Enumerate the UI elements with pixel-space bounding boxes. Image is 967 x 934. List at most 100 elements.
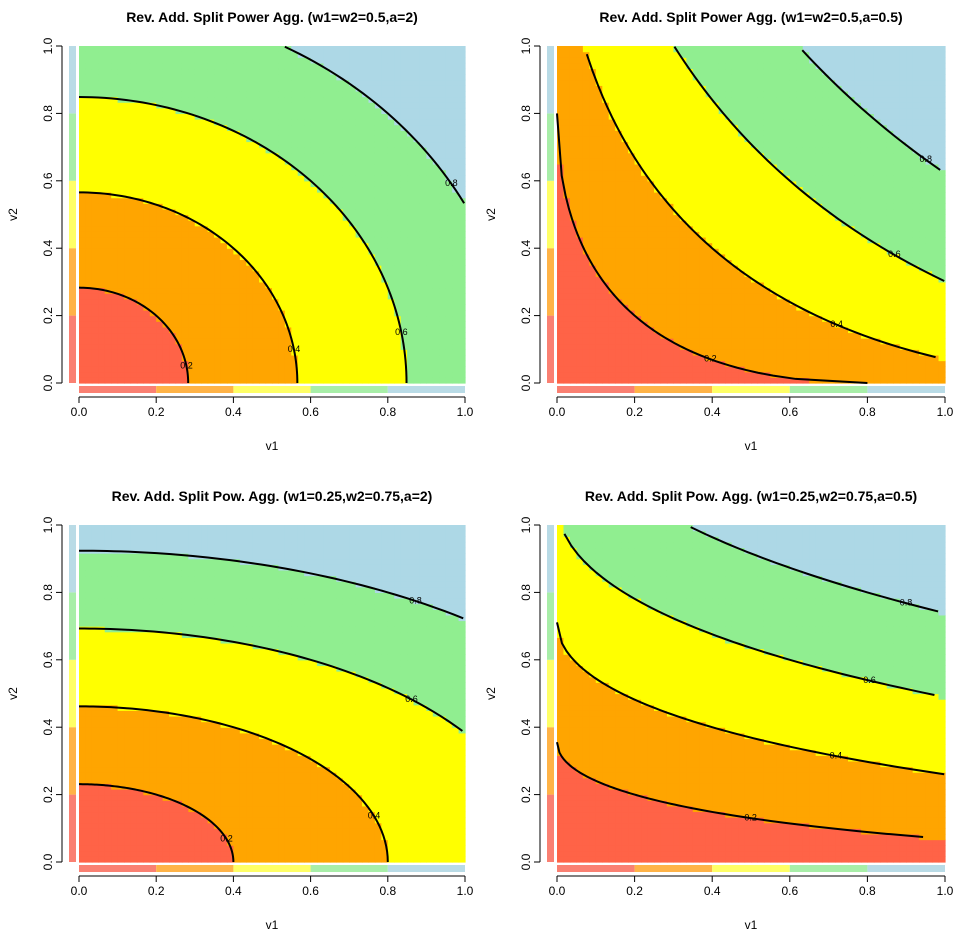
contour-cell <box>188 169 196 176</box>
contour-cell <box>310 220 318 227</box>
contour-cell <box>641 304 649 311</box>
contour-cell <box>207 270 215 277</box>
contour-cell <box>400 57 408 64</box>
contour-cell <box>621 326 629 334</box>
contour-cell <box>297 371 305 378</box>
contour-cell <box>323 62 331 70</box>
contour-cell <box>445 208 453 216</box>
contour-cell <box>323 169 331 176</box>
contour-cell <box>175 152 183 159</box>
contour-cell <box>233 276 241 283</box>
contour-cell <box>654 366 662 373</box>
contour-cell <box>143 169 151 176</box>
contour-cell <box>265 68 273 75</box>
contour-cell <box>615 354 623 362</box>
contour-cell <box>355 51 363 58</box>
contour-cell <box>394 130 402 137</box>
contour-cell <box>666 360 674 367</box>
contour-cell <box>355 141 363 148</box>
contour-cell <box>699 343 707 350</box>
contour-cell <box>149 315 157 322</box>
contour-cell <box>407 377 415 384</box>
contour-cell <box>181 326 189 334</box>
contour-cell <box>111 113 119 120</box>
contour-cell <box>246 119 254 126</box>
contour-cell <box>589 197 597 204</box>
contour-cell <box>85 253 93 261</box>
contour-cell <box>582 85 590 92</box>
contour-cell <box>272 107 280 114</box>
contour-cell <box>259 270 267 277</box>
contour-cell <box>634 152 642 159</box>
contour-cell <box>557 192 565 199</box>
contour-cell <box>98 107 106 114</box>
contour-cell <box>323 349 331 356</box>
contour-cell <box>130 287 138 294</box>
contour-cell <box>246 293 254 300</box>
contour-cell <box>387 51 395 58</box>
contour-cell <box>214 253 222 261</box>
contour-cell <box>284 68 292 75</box>
contour-cell <box>608 231 616 238</box>
contour-cell <box>621 175 629 182</box>
contour-cell <box>621 57 629 64</box>
contour-cell <box>608 349 616 356</box>
contour-cell <box>104 326 112 334</box>
contour-cell <box>233 231 241 238</box>
contour-cell <box>284 360 292 367</box>
contour-cell <box>278 281 286 289</box>
contour-cell <box>104 107 112 114</box>
contour-cell <box>246 90 254 98</box>
contour-cell <box>329 169 337 176</box>
contour-cell <box>563 85 571 92</box>
contour-cell <box>143 147 151 154</box>
contour-cell <box>557 124 565 131</box>
contour-cell <box>130 298 138 305</box>
contour-cell <box>582 315 590 322</box>
contour-cell <box>310 130 318 137</box>
contour-cell <box>679 130 687 137</box>
contour-cell <box>111 309 119 317</box>
contour-cell <box>220 96 228 103</box>
contour-cell <box>181 186 189 193</box>
contour-cell <box>317 180 325 188</box>
contour-cell <box>272 74 280 81</box>
contour-cell <box>595 321 603 328</box>
contour-cell <box>452 62 460 70</box>
contour-cell <box>387 298 395 305</box>
contour-cell <box>207 298 215 305</box>
contour-cell <box>686 102 694 109</box>
contour-cell <box>407 192 415 199</box>
contour-cell <box>79 85 87 92</box>
contour-cell <box>647 102 655 109</box>
contour-cell <box>349 124 357 131</box>
contour-cell <box>194 371 202 378</box>
contour-cell <box>226 74 234 81</box>
contour-cell <box>278 203 286 210</box>
contour-cell <box>368 57 376 64</box>
contour-cell <box>310 242 318 249</box>
contour-cell <box>117 354 125 362</box>
contour-cell <box>136 287 144 294</box>
contour-cell <box>252 192 260 199</box>
contour-cell <box>149 343 157 350</box>
contour-cell <box>595 57 603 64</box>
contour-cell <box>666 102 674 109</box>
contour-cell <box>104 338 112 345</box>
contour-cell <box>628 377 636 384</box>
contour-cell <box>239 281 247 289</box>
contour-cell <box>149 265 157 272</box>
contour-cell <box>679 225 687 232</box>
contour-cell <box>692 158 700 165</box>
contour-cell <box>608 186 616 193</box>
contour-cell <box>458 298 466 305</box>
contour-cell <box>188 265 196 272</box>
contour-cell <box>557 360 565 367</box>
contour-cell <box>615 360 623 367</box>
contour-cell <box>220 214 228 221</box>
contour-cell <box>673 158 681 165</box>
contour-cell <box>162 152 170 159</box>
contour-cell <box>686 107 694 114</box>
contour-cell <box>111 147 119 154</box>
contour-cell <box>220 163 228 171</box>
